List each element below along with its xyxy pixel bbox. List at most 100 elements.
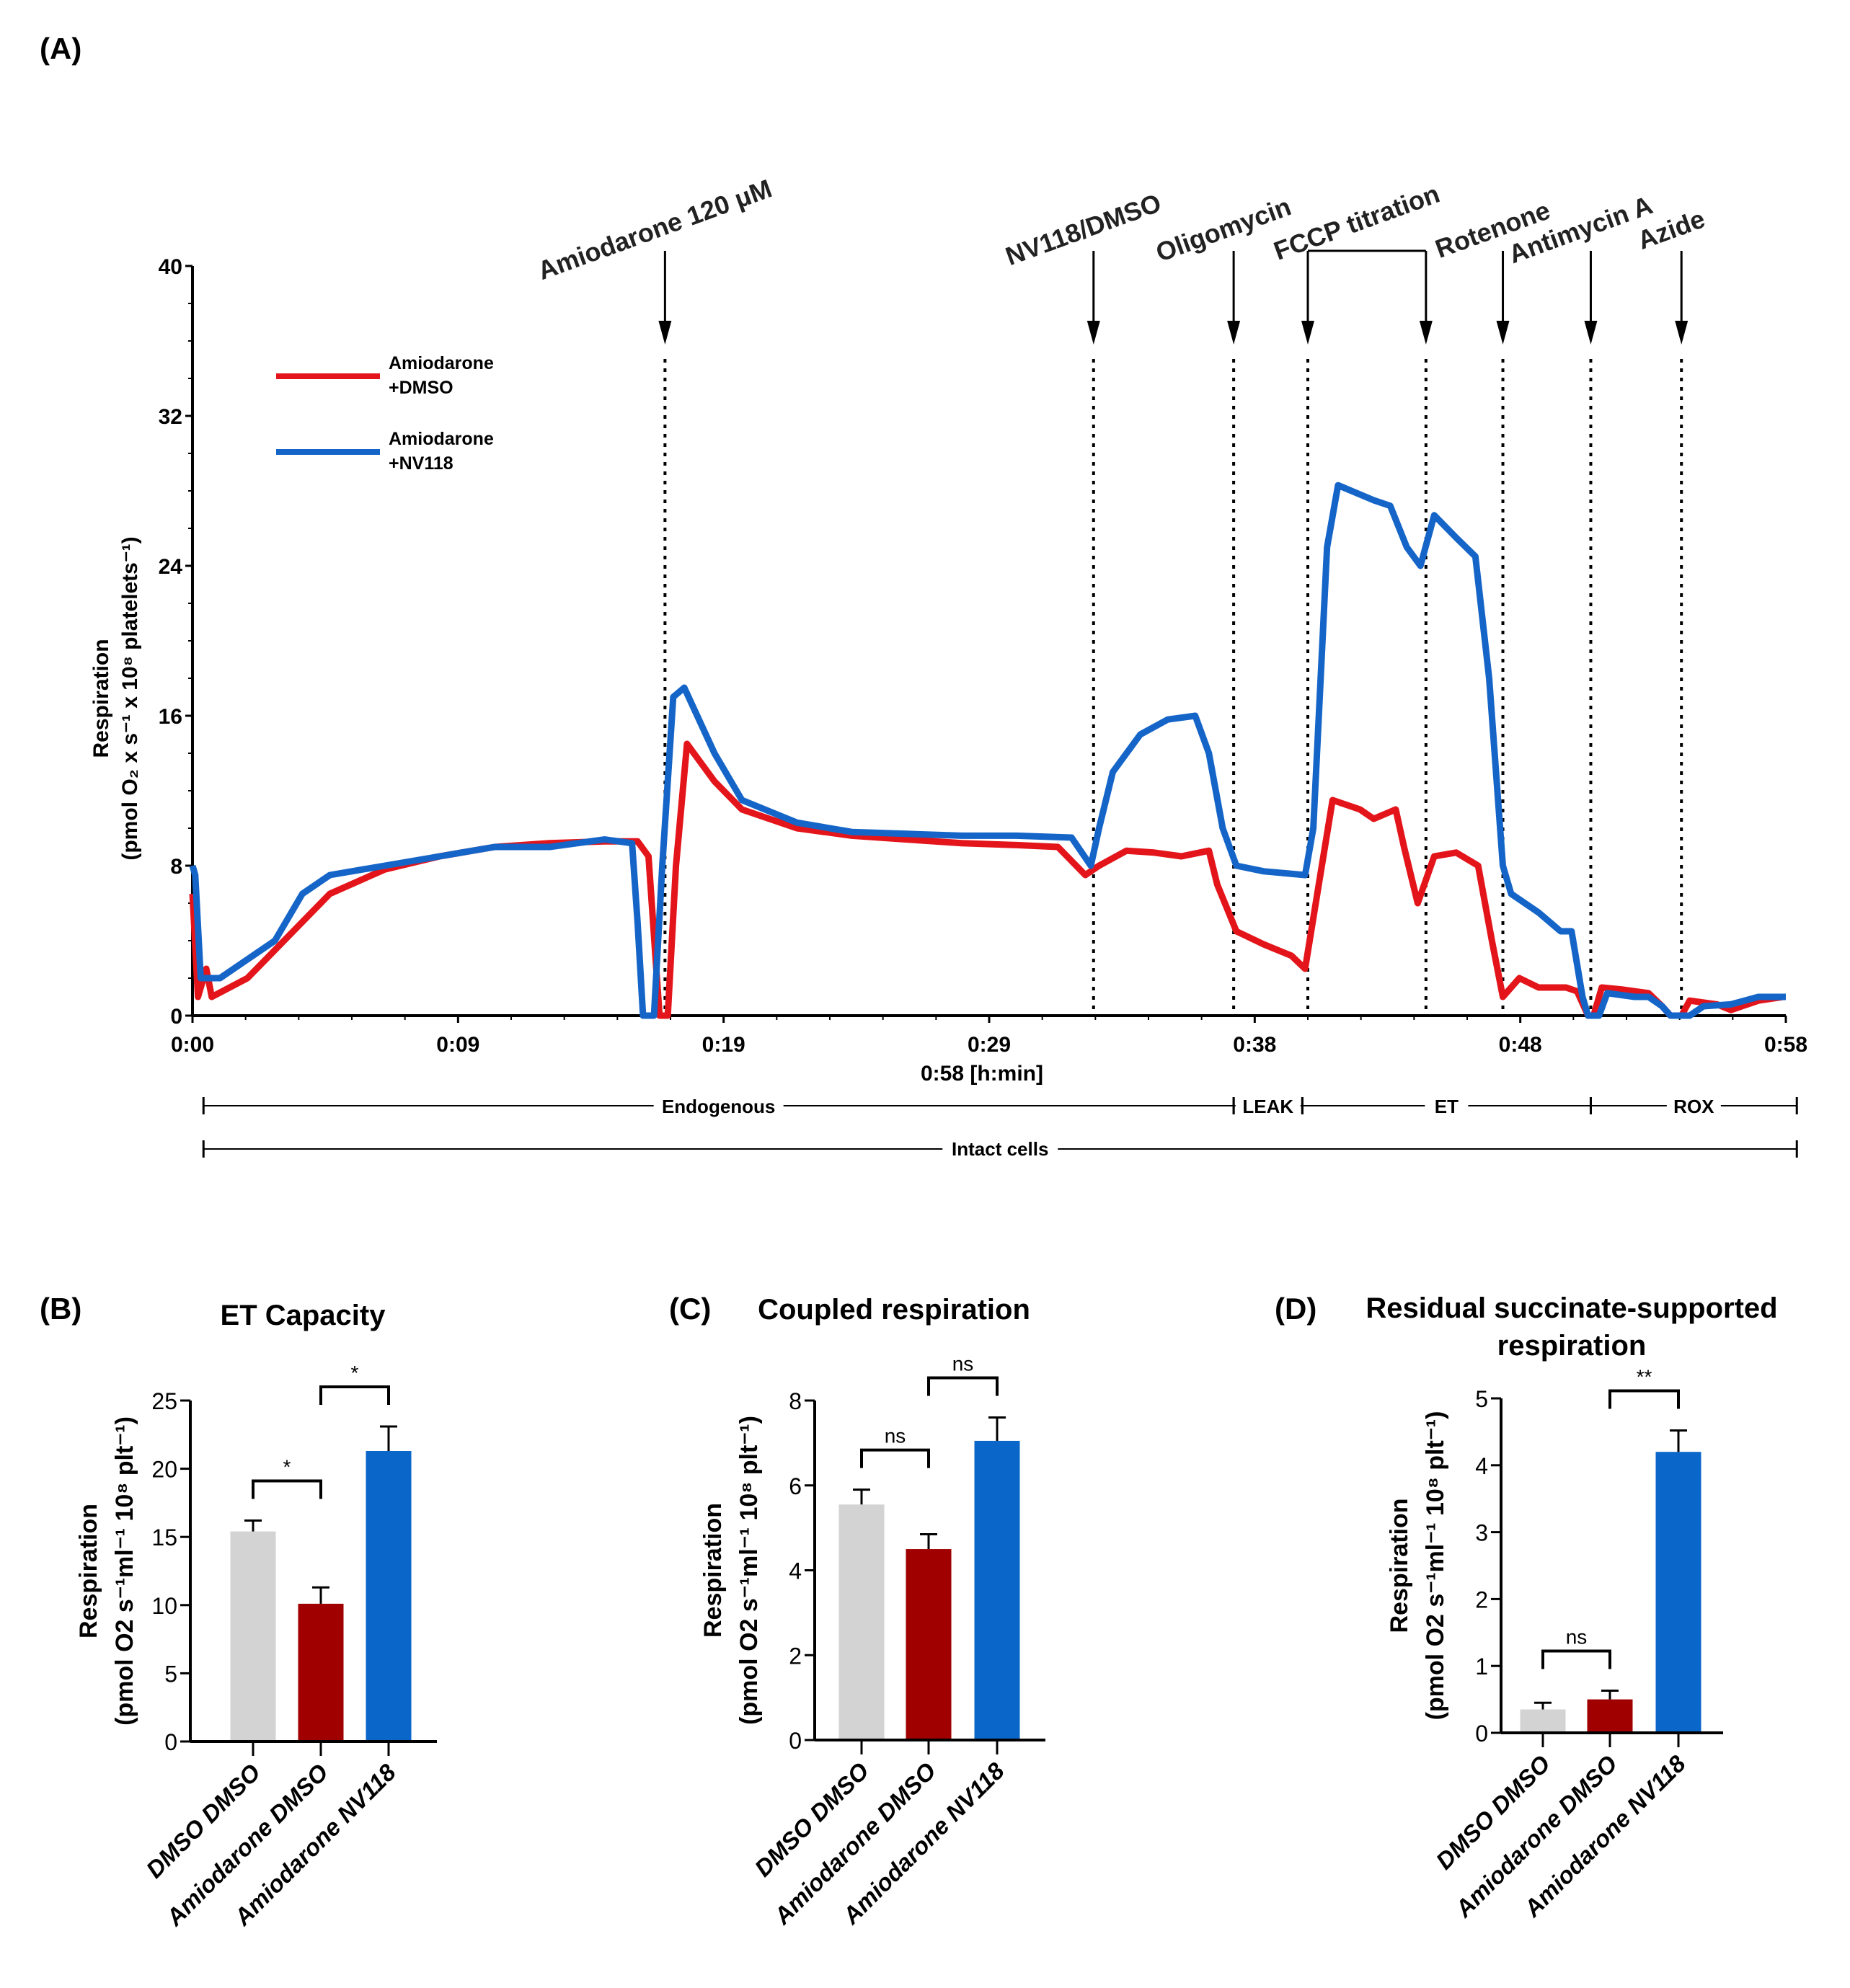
y-tick-label: 32: [159, 405, 182, 429]
x-tick-label: 0:29: [968, 1033, 1011, 1057]
x-tick-label: 0:38: [1233, 1033, 1276, 1057]
significance-label: *: [351, 1362, 359, 1384]
significance-bracket: [927, 1376, 999, 1396]
x-tick-label: 0:00: [171, 1033, 214, 1057]
legend-label-line2: +DMSO: [389, 378, 453, 398]
state-label: Intact cells: [952, 1138, 1048, 1160]
y-tick-label: 1: [1475, 1654, 1488, 1679]
phase-label: ET: [1435, 1096, 1459, 1117]
x-tick-label: 0:58: [1764, 1033, 1807, 1057]
bar: [1520, 1709, 1566, 1733]
panel-label: (C): [669, 1292, 711, 1326]
category-label: DMSO DMSO: [141, 1759, 265, 1883]
y-axis-label: Respiration (pmol O2 s⁻¹ml⁻¹ 10⁸ plt⁻¹): [1386, 1411, 1449, 1721]
bar: [974, 1440, 1020, 1740]
significance-label: *: [283, 1455, 291, 1478]
panel-a-trace-chart: 0 8 16 24 32 40 0:00 0:09 0:19 0:29 0:38 0:48 0:58 0:…: [89, 173, 1807, 1163]
x-tick-label: 0:19: [702, 1033, 745, 1057]
state-label-bg: [942, 1135, 1058, 1163]
x-tick-label: 0:09: [436, 1033, 479, 1057]
y-tick-label: 8: [789, 1388, 802, 1414]
y-axis-label-line1: Respiration: [75, 1504, 102, 1638]
y-axis-label-line2: (pmol O2 s⁻¹ml⁻¹ 10⁸ plt⁻¹): [111, 1416, 138, 1726]
y-tick-label: 20: [151, 1457, 177, 1483]
bar: [366, 1451, 412, 1741]
y-axis-label-line1: Respiration: [1386, 1498, 1413, 1633]
y-tick-label: 24: [159, 555, 183, 579]
event-arrow-head: [1496, 321, 1510, 345]
y-tick-label: 0: [170, 1005, 182, 1029]
y-tick-label: 5: [1475, 1386, 1488, 1412]
bar: [298, 1603, 344, 1741]
event-label: NV118/DMSO: [1001, 187, 1164, 271]
y-axis-label: Respiration (pmol O2 s⁻¹ml⁻¹ 10⁸ plt⁻¹): [75, 1416, 138, 1726]
phase-label-bg: [653, 1091, 784, 1120]
significance-bracket: [252, 1479, 322, 1499]
y-tick-label: 5: [164, 1661, 177, 1687]
phase-label-bg: [1425, 1091, 1469, 1120]
significance-bracket: [860, 1448, 930, 1468]
y-axis-label-line1: Respiration: [699, 1503, 727, 1638]
bar: [230, 1531, 276, 1741]
event-arrow-head: [658, 321, 672, 345]
y-tick-label: 6: [789, 1473, 802, 1499]
significance-label: **: [1637, 1366, 1652, 1388]
significance-label: ns: [952, 1353, 974, 1375]
category-label: DMSO DMSO: [749, 1757, 874, 1882]
bar: [838, 1504, 885, 1740]
y-tick-label: 16: [159, 705, 182, 729]
bar: [1655, 1452, 1701, 1733]
series-line-dmso: [189, 740, 1784, 1019]
chart-title: Residual succinate-supported: [1366, 1292, 1777, 1324]
event-arrow-head: [1086, 321, 1100, 345]
event-arrow-head: [1675, 321, 1689, 345]
y-tick-label: 3: [1475, 1520, 1488, 1546]
significance-bracket: [319, 1385, 390, 1405]
event-label: Amiodarone 120 μM: [534, 173, 776, 285]
legend-label-line1: Amiodarone: [389, 353, 494, 373]
legend-label-line1: Amiodarone: [389, 429, 494, 449]
x-tick-label: 0:48: [1499, 1033, 1542, 1057]
significance-label: ns: [885, 1425, 906, 1447]
significance-bracket: [1608, 1389, 1680, 1409]
y-tick-label: 0: [1475, 1721, 1488, 1747]
significance-bracket: [1541, 1649, 1611, 1669]
chart-title-line2: respiration: [1497, 1330, 1647, 1362]
y-axis-label-line2: (pmol O2 s⁻¹ml⁻¹ 10⁸ plt⁻¹): [1422, 1411, 1449, 1721]
phase-label: LEAK: [1242, 1096, 1293, 1117]
legend-label-line2: +NV118: [389, 453, 453, 474]
y-tick-label: 0: [164, 1729, 177, 1755]
y-tick-label: 40: [159, 255, 182, 279]
y-tick-label: 4: [1475, 1453, 1488, 1479]
panel-label: (D): [1275, 1292, 1316, 1326]
y-tick-label: 2: [1475, 1587, 1488, 1612]
y-axis-label-line1: Respiration: [89, 639, 113, 758]
panel-d-bar-chart: (D) Residual succinate-supported respirati…: [1275, 1292, 1778, 1922]
y-tick-label: 8: [170, 855, 182, 879]
y-axis-label: Respiration (pmol O2 s⁻¹ml⁻¹ 10⁸ plt⁻¹): [699, 1416, 763, 1725]
y-axis-label: Respiration (pmol O₂ x s⁻¹ x 10⁸ platelet…: [89, 536, 142, 860]
y-axis-label-line2: (pmol O₂ x s⁻¹ x 10⁸ platelets⁻¹): [118, 536, 142, 860]
phase-label-bg: [1666, 1091, 1721, 1120]
panel-a-label: (A): [40, 32, 81, 66]
event-label: FCCP titration: [1270, 179, 1443, 266]
phase-label: ROX: [1673, 1096, 1714, 1117]
series-line-nv118: [189, 482, 1786, 1019]
phase-label-bg: [1235, 1091, 1301, 1120]
event-arrow-head: [1227, 321, 1241, 345]
y-tick-label: 15: [151, 1525, 177, 1550]
phase-label: Endogenous: [662, 1096, 775, 1117]
event-arrow-head: [1584, 321, 1598, 345]
bar: [1587, 1699, 1633, 1733]
y-axis-label-line2: (pmol O2 s⁻¹ml⁻¹ 10⁸ plt⁻¹): [735, 1416, 763, 1725]
y-tick-label: 10: [151, 1593, 177, 1619]
y-tick-label: 2: [789, 1643, 802, 1669]
y-tick-label: 25: [151, 1388, 177, 1414]
event-label: Oligomycin: [1152, 191, 1295, 267]
category-label: DMSO DMSO: [1430, 1750, 1555, 1875]
x-axis-label: 0:58 [h:min]: [921, 1062, 1043, 1086]
panel-label: (B): [40, 1292, 81, 1326]
